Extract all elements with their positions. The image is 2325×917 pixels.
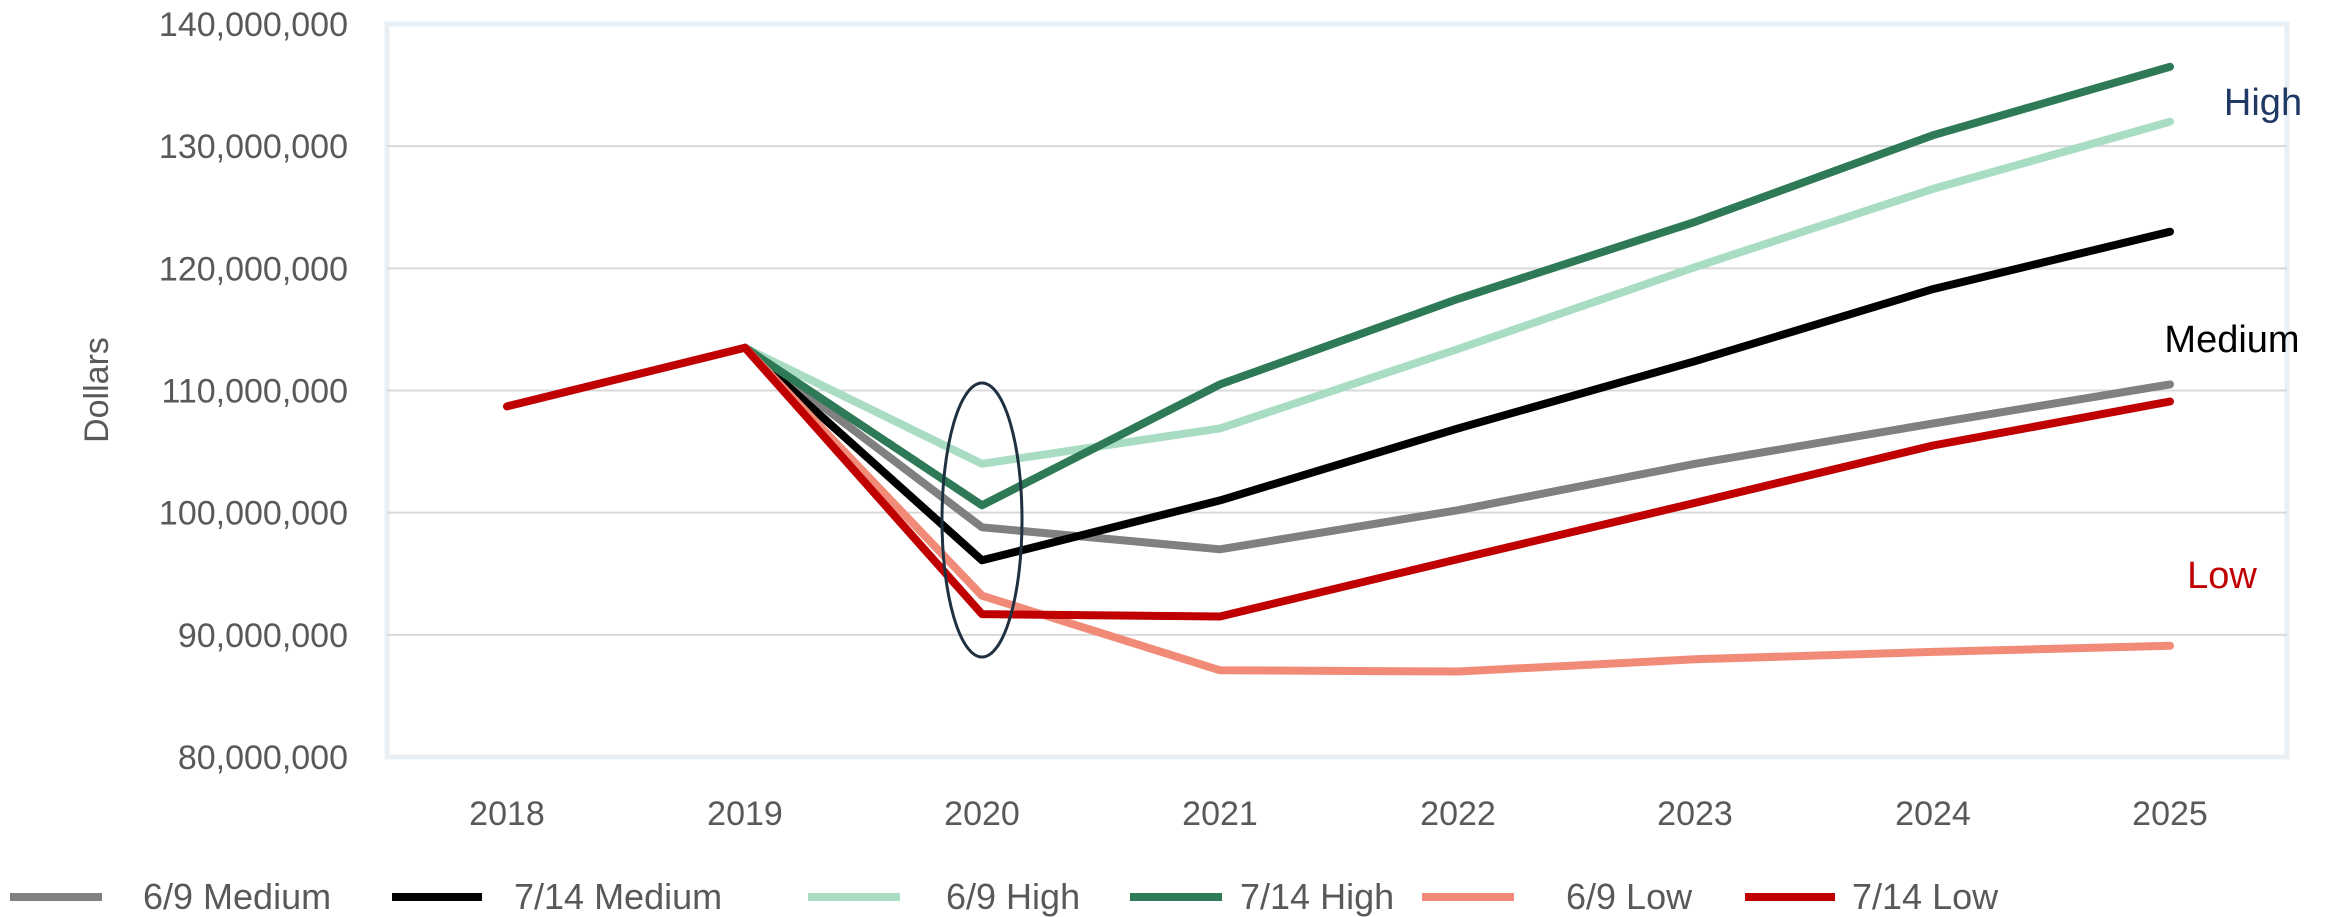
y-tick-label: 120,000,000 bbox=[159, 250, 348, 288]
x-tick-label: 2019 bbox=[707, 795, 783, 833]
legend-item-6-9-low: 6/9 Low bbox=[1422, 876, 1693, 917]
legend-item-7-14-low: 7/14 Low bbox=[1745, 876, 1999, 917]
x-tick-label: 2024 bbox=[1895, 795, 1971, 833]
x-tick-label: 2021 bbox=[1182, 795, 1258, 833]
x-tick-label: 2018 bbox=[469, 795, 545, 833]
legend-label: 6/9 Low bbox=[1566, 876, 1693, 917]
x-tick-label: 2025 bbox=[2132, 795, 2208, 833]
highlight-ellipse bbox=[940, 381, 1024, 659]
y-tick-label: 90,000,000 bbox=[178, 617, 348, 655]
series-line-6-9-low bbox=[741, 343, 2174, 676]
annotation-low: Low bbox=[2187, 555, 2257, 597]
annotations: High Medium Low bbox=[2164, 82, 2302, 597]
legend-label: 7/14 Low bbox=[1852, 876, 1999, 917]
y-tick-label: 80,000,000 bbox=[178, 739, 348, 777]
annotation-high: High bbox=[2224, 82, 2302, 124]
legend-label: 7/14 High bbox=[1240, 876, 1394, 917]
legend: 6/9 Medium 7/14 Medium 6/9 High 7/14 High 6/… bbox=[10, 876, 1999, 917]
legend-item-6-9-medium: 6/9 Medium bbox=[10, 876, 331, 917]
series-line-7-14-high bbox=[741, 62, 2174, 510]
legend-item-7-14-medium: 7/14 Medium bbox=[392, 876, 722, 917]
legend-label: 6/9 High bbox=[946, 876, 1080, 917]
legend-item-6-9-high: 6/9 High bbox=[808, 876, 1080, 917]
x-tick-label: 2022 bbox=[1420, 795, 1496, 833]
x-tick-label: 2020 bbox=[944, 795, 1020, 833]
series-line-6-9-high bbox=[741, 117, 2174, 468]
annotation-medium: Medium bbox=[2164, 319, 2299, 361]
x-axis-ticks: 2018 2019 2020 2021 2022 2023 2024 2025 bbox=[469, 795, 2208, 833]
x-tick-label: 2023 bbox=[1657, 795, 1733, 833]
series-line-7-14-low bbox=[503, 343, 2174, 621]
y-tick-label: 100,000,000 bbox=[159, 495, 348, 533]
series-line-6-9-medium bbox=[741, 343, 2174, 554]
series-lines bbox=[503, 62, 2174, 676]
legend-label: 6/9 Medium bbox=[143, 876, 331, 917]
legend-label: 7/14 Medium bbox=[514, 876, 722, 917]
y-axis-label: Dollars bbox=[78, 337, 116, 443]
y-tick-label: 140,000,000 bbox=[159, 6, 348, 44]
legend-item-7-14-high: 7/14 High bbox=[1130, 876, 1394, 917]
series-line-7-14-medium bbox=[741, 227, 2174, 565]
y-tick-label: 130,000,000 bbox=[159, 128, 348, 166]
y-tick-label: 110,000,000 bbox=[161, 373, 348, 411]
y-axis-ticks: 80,000,000 90,000,000 100,000,000 110,000,0… bbox=[159, 6, 348, 777]
